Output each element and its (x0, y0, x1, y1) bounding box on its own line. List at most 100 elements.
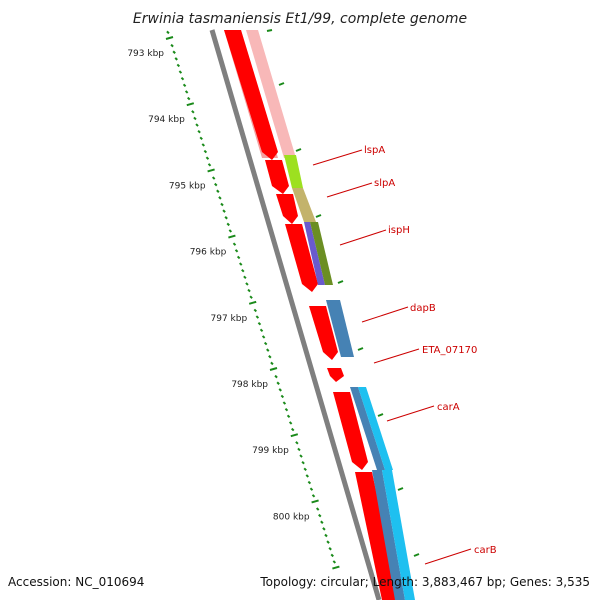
minor-tick (291, 427, 295, 432)
major-tick (332, 565, 340, 570)
minor-tick (241, 268, 245, 273)
minor-tick (282, 401, 287, 405)
cds-track (224, 30, 399, 600)
minor-tick (301, 460, 305, 465)
minor-tick (226, 222, 230, 227)
scale-ticks (165, 30, 340, 570)
minor-tick (297, 447, 301, 452)
minor-tick (216, 189, 220, 193)
cds-arrow (265, 160, 289, 194)
major-tick (248, 300, 257, 305)
minor-tick (276, 381, 280, 385)
minor-tick (239, 262, 243, 266)
minor-tick (320, 520, 324, 524)
minor-tick (332, 560, 337, 564)
minor-tick (211, 176, 216, 180)
cds-arrow (327, 368, 344, 382)
minor-tick (236, 255, 241, 260)
segment-steel (372, 470, 405, 600)
segment-cyan (358, 387, 393, 470)
minor-tick (305, 474, 309, 478)
analysis-track-faded (246, 30, 296, 158)
leader-line (312, 149, 363, 166)
minor-tick (187, 96, 191, 101)
minor-tick (234, 249, 239, 253)
segment-cyan (382, 470, 415, 600)
minor-tick (243, 275, 247, 280)
minor-tick (182, 83, 187, 88)
cds-arrow (224, 30, 278, 160)
minor-tick (178, 70, 183, 74)
minor-tick (257, 321, 262, 326)
cds-arrow (309, 306, 338, 360)
gene-label-slpA: slpA (374, 178, 395, 189)
topology-text: Topology: circular; Length: 3,883,467 bp… (259, 575, 590, 589)
minor-tick (261, 335, 266, 339)
analysis-track (284, 155, 415, 600)
minor-tick (330, 553, 334, 558)
cds-arrow (285, 224, 318, 292)
minor-tick (299, 454, 303, 458)
segment-olive (310, 222, 333, 285)
leader-line (361, 306, 409, 323)
gene-label-dapB: dapB (410, 303, 436, 314)
scale-labels: 793 kbp 794 kbp 795 kbp 796 kbp 797 kbp 798 k… (127, 49, 310, 522)
scale-label: 795 kbp (169, 181, 206, 191)
gene-label-ispH: ispH (388, 225, 410, 236)
minor-tick (180, 77, 185, 81)
major-tick (228, 234, 236, 239)
minor-tick (199, 136, 203, 141)
minor-tick (218, 196, 222, 200)
scale-label: 793 kbp (127, 49, 164, 59)
minor-tick (214, 182, 218, 187)
minor-tick (232, 242, 237, 246)
minor-tick (266, 348, 270, 352)
segment-lime (284, 155, 303, 188)
outer-ticks (266, 29, 420, 557)
minor-tick (311, 494, 316, 498)
minor-tick (166, 30, 170, 35)
minor-tick (228, 229, 233, 233)
major-tick (186, 102, 195, 107)
leader-line (386, 405, 435, 422)
minor-tick (249, 295, 253, 299)
scale-label: 798 kbp (231, 380, 268, 390)
gene-label-ETA_07170: ETA_07170 (422, 345, 477, 356)
minor-tick (295, 441, 299, 445)
gene-label-carB: carB (474, 545, 497, 556)
cds-arrow (355, 472, 399, 600)
leader-line (339, 229, 387, 246)
minor-tick (278, 388, 282, 392)
minor-tick (191, 110, 195, 114)
minor-tick (174, 57, 178, 61)
minor-tick (286, 414, 291, 419)
minor-tick (274, 374, 278, 379)
gene-label-lspA: lspA (364, 145, 385, 156)
minor-tick (203, 149, 208, 154)
scale-label: 796 kbp (190, 248, 227, 258)
scale-label: 799 kbp (252, 446, 289, 456)
leader-line (424, 548, 472, 565)
minor-tick (197, 129, 201, 134)
minor-tick (220, 202, 224, 207)
minor-tick (324, 533, 328, 538)
minor-tick (322, 527, 326, 531)
minor-tick (268, 355, 272, 359)
minor-tick (326, 540, 330, 544)
minor-tick (170, 43, 174, 48)
minor-tick (245, 282, 249, 286)
major-tick (269, 367, 278, 371)
segment-khaki (292, 188, 316, 222)
scale-label: 794 kbp (148, 115, 185, 125)
minor-tick (172, 50, 176, 54)
minor-tick (201, 143, 205, 147)
cds-arrow (333, 392, 368, 470)
major-tick (311, 499, 319, 504)
segment-steel (326, 300, 354, 357)
minor-tick (222, 209, 226, 213)
minor-tick (247, 288, 251, 293)
minor-tick (288, 421, 293, 425)
map-title: Erwinia tasmaniensis Et1/99, complete ge… (133, 11, 467, 27)
minor-tick (255, 315, 260, 319)
